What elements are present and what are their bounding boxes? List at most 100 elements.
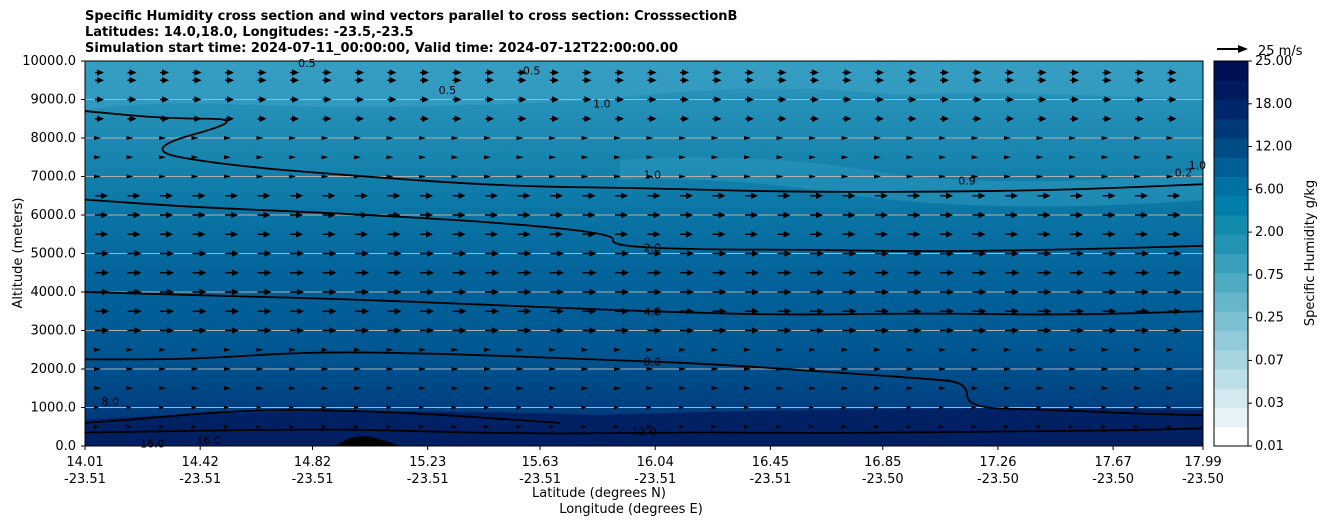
colorbar-tick-label: 2.00 [1255, 225, 1284, 240]
wind-vector-head [97, 69, 104, 76]
wind-vector-head [1069, 347, 1076, 352]
wind-vector-head [783, 231, 791, 238]
wind-vector-head [1166, 174, 1174, 179]
x-axis-label-2: Longitude (degrees E) [559, 502, 703, 517]
wind-vector-head [321, 424, 327, 429]
wind-vector-head [1072, 96, 1079, 103]
wind-vector-head [614, 386, 621, 391]
wind-vector-head [1166, 136, 1174, 140]
wind-vector-head [581, 405, 587, 410]
wind-vector-head [162, 69, 169, 76]
wind-vector-head [126, 174, 134, 179]
wind-vector-head [427, 327, 434, 334]
wind-vector-head [361, 211, 368, 219]
x-tick-label-lon: -23.51 [749, 472, 791, 487]
wind-vector-head [621, 211, 628, 219]
wind-vector-head [451, 174, 459, 179]
wind-vector-head [549, 367, 556, 371]
wind-vector-head [264, 269, 272, 276]
wind-vector-head [451, 347, 459, 352]
wind-vector-head [362, 327, 369, 334]
wind-vector-head [354, 424, 359, 429]
colorbar-tick-label: 0.01 [1255, 439, 1284, 454]
wind-vector-head [232, 288, 239, 296]
wind-vector-head [394, 269, 402, 276]
wind-vector-head [849, 288, 857, 296]
wind-vector-head [426, 231, 433, 238]
wind-vector-head [906, 386, 914, 391]
wind-vector-head [939, 367, 946, 371]
wind-vector-head [191, 155, 199, 160]
wind-vector-head [549, 405, 554, 410]
wind-vector-head [159, 347, 166, 352]
wind-vector-head [711, 405, 717, 410]
wind-vector-head [328, 192, 336, 199]
wind-vector-head [679, 347, 686, 352]
wind-vector-head [289, 367, 296, 371]
wind-vector-head [1166, 424, 1172, 429]
x-tick-label-lon: -23.51 [64, 472, 106, 487]
wind-vector-head [491, 211, 498, 219]
wind-vector-head [909, 96, 917, 103]
wind-vector-head [809, 174, 816, 179]
wind-vector-head [784, 250, 792, 257]
wind-vector-head [809, 405, 814, 410]
wind-vector-head [913, 211, 921, 219]
y-tick-label: 6000.0 [31, 208, 77, 223]
wind-vector-head [289, 174, 296, 179]
wind-vector-head [714, 96, 722, 103]
wind-vector-head [1134, 367, 1141, 371]
wind-vector-head [393, 192, 401, 199]
y-tick-label: 7000.0 [31, 170, 77, 185]
wind-vector-head [711, 174, 719, 179]
wind-vector-head [776, 136, 784, 140]
wind-vector-head [1142, 308, 1149, 315]
wind-vector-head [974, 77, 982, 84]
wind-vector-head [809, 347, 816, 352]
y-tick-label: 3000.0 [31, 324, 77, 339]
y-tick-label: 8000.0 [31, 131, 77, 146]
colorbar-segment [1214, 426, 1248, 447]
wind-vector-head [1069, 155, 1076, 160]
wind-vector-head [1137, 96, 1144, 103]
wind-vector-head [809, 136, 816, 140]
wind-vector-head [1134, 386, 1141, 391]
wind-vector-head [881, 211, 888, 219]
colorbar-segment [1214, 330, 1248, 351]
wind-vector-head [459, 288, 467, 296]
wind-vector-head [584, 69, 592, 76]
wind-vector-head [844, 96, 852, 103]
wind-vector-head [459, 269, 467, 276]
wind-vector-head [718, 211, 726, 219]
wind-vector-head [581, 136, 589, 140]
wind-vector-head [817, 327, 824, 334]
wind-vector-head [394, 327, 402, 334]
wind-vector-head [297, 250, 304, 257]
x-tick-label-lon: -23.50 [862, 472, 904, 487]
wind-vector-head [744, 386, 751, 391]
colorbar-segment [1214, 80, 1248, 100]
wind-vector-head [809, 386, 816, 391]
wind-vector-head [321, 386, 329, 391]
wind-vector-head [256, 136, 264, 140]
wind-vector-head [1077, 269, 1084, 276]
wind-vector-head [841, 405, 847, 410]
wind-vector-head [419, 174, 426, 179]
wind-vector-head [1036, 155, 1044, 160]
wind-vector-head [1101, 347, 1109, 352]
contour-label: 16.0 [196, 434, 221, 447]
wind-vector-head [747, 69, 754, 76]
contour-line-1-0 [85, 110, 1203, 193]
contour-label: 2.0 [644, 242, 662, 255]
wind-vector-head [784, 308, 792, 315]
wind-vector-head [744, 367, 751, 371]
wind-vector-head [978, 211, 986, 219]
wind-vector-head [227, 115, 234, 122]
wind-vector-head [714, 77, 722, 84]
wind-vector-head [232, 250, 239, 257]
colorbar-label: Specific Humidity g/kg [1303, 180, 1318, 326]
wind-vector-head [484, 405, 489, 410]
wind-vector-head [1004, 136, 1011, 140]
wind-vector-head [581, 155, 589, 160]
wind-vector-head [682, 69, 689, 76]
